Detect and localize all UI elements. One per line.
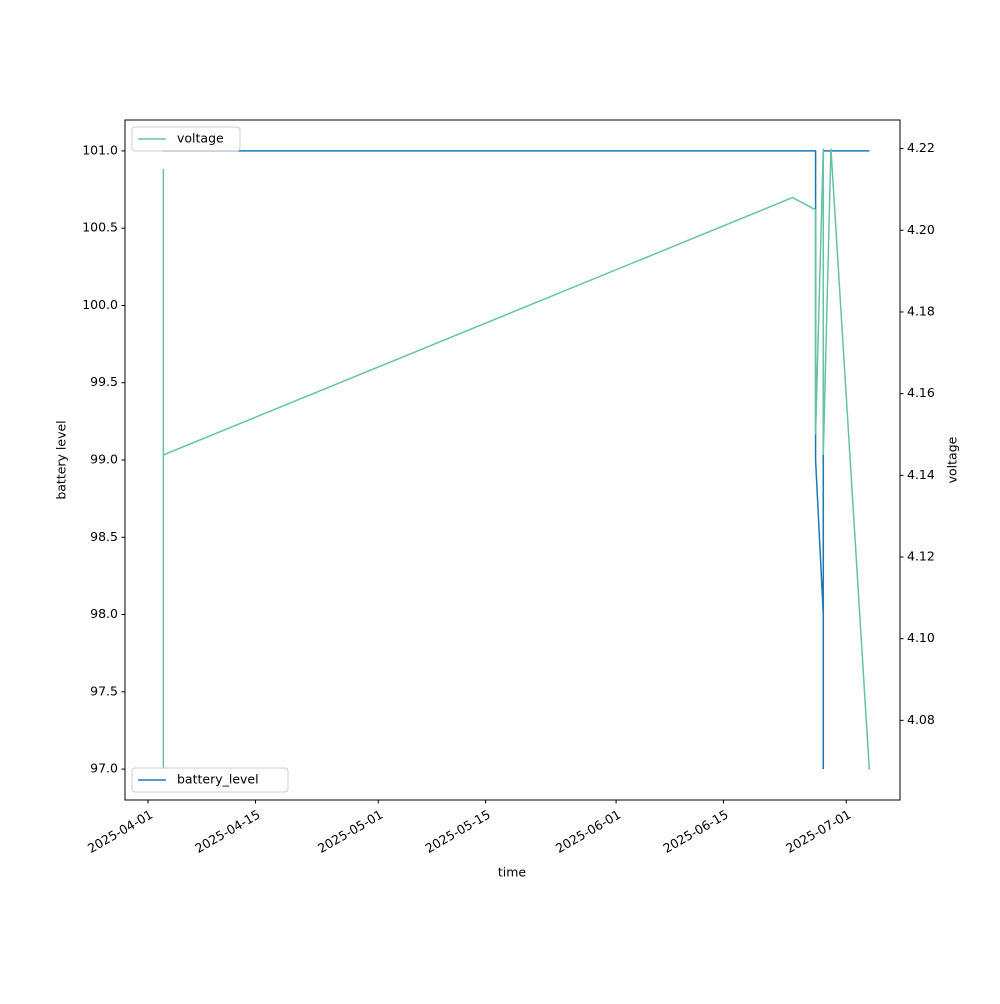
y-tick-label: 97.5 [90,683,118,698]
y-tick-label: 98.5 [90,529,118,544]
y2-tick-label: 4.22 [907,140,935,155]
y2-axis-label: voltage [945,436,960,483]
y2-tick-label: 4.08 [907,712,935,727]
y2-tick-label: 4.18 [907,303,935,318]
y-tick-label: 100.0 [82,297,118,312]
y-tick-label: 101.0 [82,142,118,157]
y-tick-label: 99.5 [90,374,118,389]
x-axis-label: time [498,865,527,880]
legend-box [131,126,241,152]
data-line [163,150,870,770]
legend-box [131,767,289,793]
x-tick-label: 2025-05-01 [315,807,385,856]
y-tick-label: 98.0 [90,606,118,621]
y-tick-label: 100.5 [82,220,118,235]
x-tick-label: 2025-04-01 [85,807,155,856]
x-tick-label: 2025-06-01 [553,807,623,856]
x-tick-label: 2025-07-01 [783,807,853,856]
y-tick-label: 97.0 [90,761,118,776]
y2-tick-label: 4.12 [907,548,935,563]
y2-tick-label: 4.16 [907,385,935,400]
y-axis-label: battery level [54,420,69,499]
plot-frame [124,119,901,801]
y2-tick-label: 4.10 [907,630,935,645]
y2-tick-label: 4.14 [907,467,935,482]
x-tick-label: 2025-06-15 [660,807,730,856]
x-tick-label: 2025-05-15 [422,807,492,856]
legend-label: battery_level [177,772,259,787]
legend-label: voltage [177,131,224,146]
x-tick-label: 2025-04-15 [192,807,262,856]
y-tick-label: 99.0 [90,452,118,467]
y2-tick-label: 4.20 [907,222,935,237]
data-line [162,148,871,770]
